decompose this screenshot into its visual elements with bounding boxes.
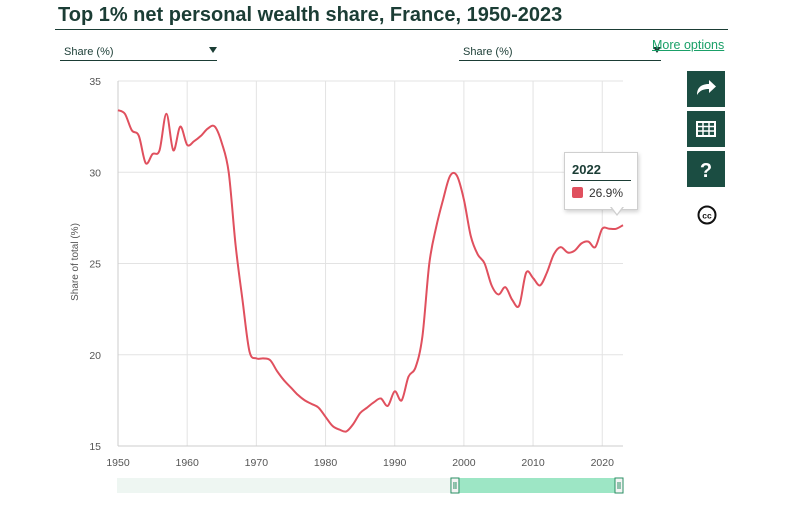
left-select-value: Share (%) — [64, 46, 114, 58]
left-indicator-select[interactable]: Share (%) — [60, 42, 217, 61]
help-label: ? — [700, 160, 712, 182]
creative-commons-icon[interactable]: cc — [697, 205, 717, 225]
x-tick-label: 1980 — [314, 457, 338, 469]
tooltip-series-swatch — [572, 187, 583, 198]
range-navigator[interactable] — [117, 477, 624, 494]
y-tick-label: 35 — [89, 76, 101, 88]
grid — [117, 80, 623, 447]
chevron-down-icon — [653, 47, 661, 53]
tooltip-value: 26.9% — [589, 186, 624, 200]
x-tick-label: 2010 — [521, 457, 545, 469]
y-tick-label: 20 — [89, 350, 101, 362]
tooltip-year: 2022 — [572, 162, 601, 177]
chart-title: Top 1% net personal wealth share, France… — [58, 4, 563, 26]
y-tick-label: 25 — [89, 259, 101, 271]
cc-label: cc — [702, 211, 712, 221]
x-tick-label: 2000 — [452, 457, 476, 469]
table-view-button[interactable] — [687, 111, 725, 147]
x-tick-label: 2020 — [591, 457, 615, 469]
right-select-value: Share (%) — [463, 46, 513, 58]
share-button[interactable] — [687, 71, 725, 107]
chevron-down-icon — [209, 47, 217, 53]
x-axis-ticks: 1950 1960 1970 1980 1990 2000 2010 2020 — [106, 457, 614, 469]
table-icon — [696, 121, 716, 137]
navigator-handle-right[interactable] — [614, 477, 624, 494]
x-tick-label: 1970 — [245, 457, 269, 469]
series-line-top1-share — [117, 109, 624, 433]
navigator-handle-left[interactable] — [450, 477, 460, 494]
help-button[interactable]: ? — [687, 151, 725, 187]
y-tick-label: 15 — [89, 441, 101, 453]
share-icon — [697, 80, 716, 95]
y-axis-ticks: 15 20 25 30 35 — [89, 76, 101, 453]
right-indicator-select[interactable]: Share (%) — [459, 42, 661, 61]
help-icon: ? — [700, 160, 712, 182]
y-axis-label: Share of total (%) — [70, 223, 81, 301]
x-tick-label: 1950 — [106, 457, 130, 469]
tooltip-divider — [571, 180, 631, 181]
title-divider — [55, 29, 728, 30]
navigator-selected-range[interactable] — [450, 478, 623, 493]
x-tick-label: 1990 — [383, 457, 407, 469]
data-tooltip: 2022 26.9% — [564, 152, 638, 210]
x-tick-label: 1960 — [175, 457, 199, 469]
y-tick-label: 30 — [89, 167, 101, 179]
more-options-link[interactable]: More options — [652, 38, 725, 52]
tooltip-pointer-inner — [611, 206, 623, 214]
